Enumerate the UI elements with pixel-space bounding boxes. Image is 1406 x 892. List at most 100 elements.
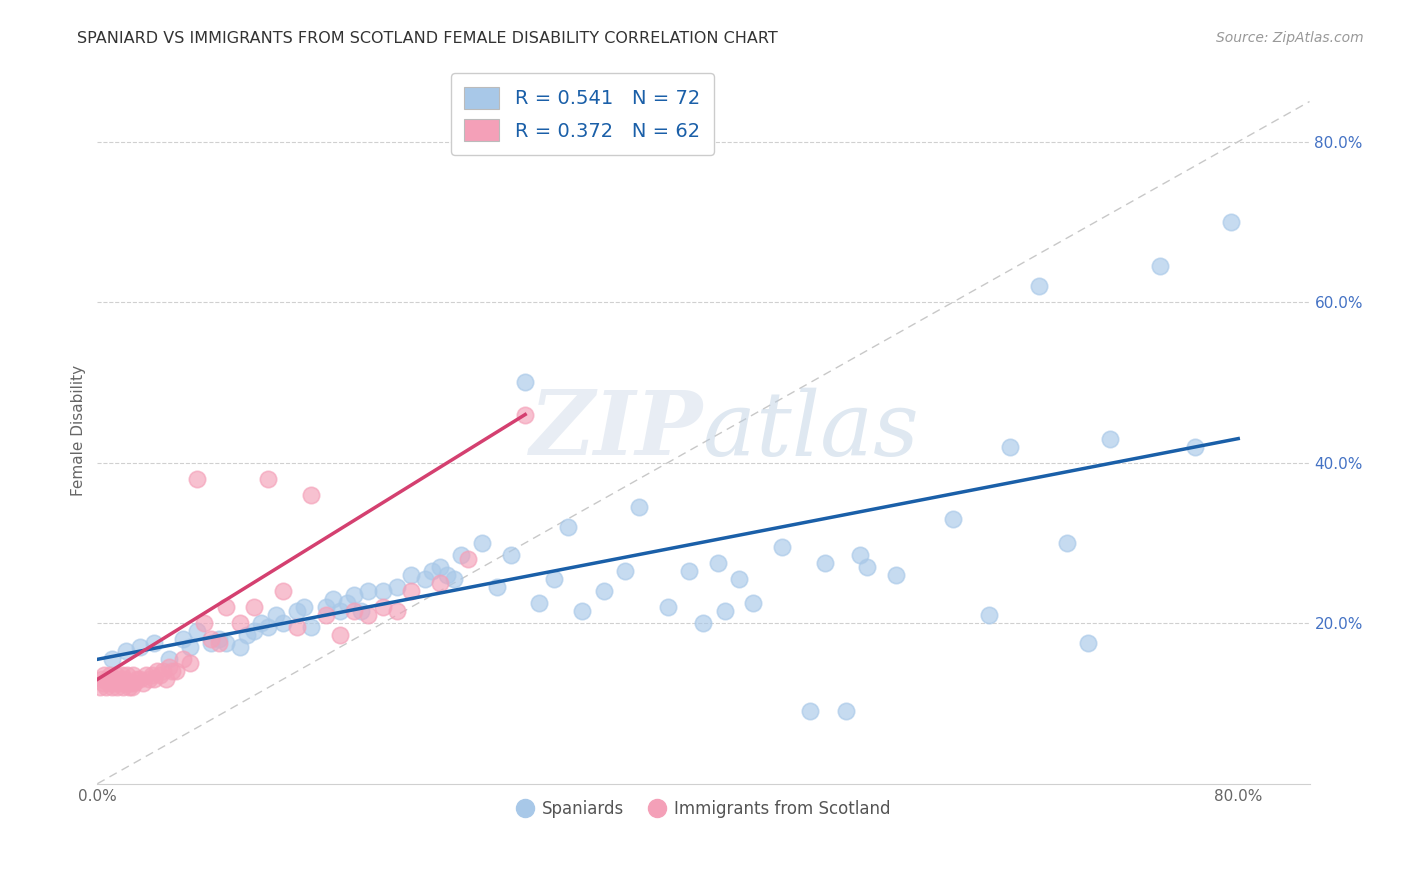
Point: [149, 668, 172, 682]
Point: [160, 665, 183, 679]
Point: [998, 440, 1021, 454]
Point: [1149, 259, 1171, 273]
Point: [127, 673, 149, 687]
Text: ZIP: ZIP: [530, 387, 703, 474]
Point: [172, 632, 194, 647]
Point: [250, 616, 273, 631]
Point: [93, 668, 115, 682]
Point: [1077, 636, 1099, 650]
Point: [628, 500, 651, 514]
Point: [485, 580, 508, 594]
Point: [200, 636, 222, 650]
Point: [835, 705, 858, 719]
Point: [422, 564, 444, 578]
Point: [89, 681, 111, 695]
Point: [236, 628, 259, 642]
Point: [97, 676, 120, 690]
Point: [122, 668, 145, 682]
Point: [515, 408, 537, 422]
Point: [385, 604, 408, 618]
Point: [436, 568, 458, 582]
Point: [117, 668, 139, 682]
Point: [742, 596, 765, 610]
Point: [457, 552, 479, 566]
Point: [91, 676, 114, 690]
Point: [357, 608, 380, 623]
Point: [399, 584, 422, 599]
Point: [557, 520, 579, 534]
Point: [115, 676, 138, 690]
Point: [155, 673, 177, 687]
Point: [692, 616, 714, 631]
Point: [215, 600, 238, 615]
Point: [107, 673, 129, 687]
Point: [706, 556, 728, 570]
Point: [343, 588, 366, 602]
Point: [120, 676, 142, 690]
Y-axis label: Female Disability: Female Disability: [72, 365, 86, 496]
Point: [157, 652, 180, 666]
Point: [884, 568, 907, 582]
Text: atlas: atlas: [703, 387, 920, 474]
Point: [657, 600, 679, 615]
Point: [146, 665, 169, 679]
Point: [371, 584, 394, 599]
Point: [101, 673, 124, 687]
Point: [450, 548, 472, 562]
Point: [515, 376, 537, 390]
Point: [592, 584, 614, 599]
Point: [105, 681, 128, 695]
Point: [132, 676, 155, 690]
Point: [315, 608, 337, 623]
Point: [343, 604, 366, 618]
Point: [499, 548, 522, 562]
Point: [856, 560, 879, 574]
Point: [329, 604, 352, 618]
Point: [186, 624, 208, 639]
Point: [271, 584, 294, 599]
Point: [357, 584, 380, 599]
Point: [257, 620, 280, 634]
Point: [141, 668, 163, 682]
Point: [292, 600, 315, 615]
Point: [179, 657, 201, 671]
Point: [529, 596, 551, 610]
Point: [94, 681, 117, 695]
Point: [385, 580, 408, 594]
Point: [977, 608, 1000, 623]
Legend: Spaniards, Immigrants from Scotland: Spaniards, Immigrants from Scotland: [510, 794, 897, 825]
Point: [110, 668, 132, 682]
Point: [443, 572, 465, 586]
Point: [471, 536, 494, 550]
Point: [98, 668, 121, 682]
Point: [229, 616, 252, 631]
Point: [728, 572, 751, 586]
Point: [1098, 432, 1121, 446]
Point: [543, 572, 565, 586]
Point: [1184, 440, 1206, 454]
Point: [172, 652, 194, 666]
Point: [714, 604, 737, 618]
Point: [200, 632, 222, 647]
Point: [90, 673, 112, 687]
Point: [814, 556, 837, 570]
Point: [186, 472, 208, 486]
Point: [135, 668, 157, 682]
Point: [271, 616, 294, 631]
Point: [229, 640, 252, 655]
Point: [138, 673, 160, 687]
Point: [243, 624, 266, 639]
Point: [285, 604, 308, 618]
Point: [371, 600, 394, 615]
Point: [207, 632, 229, 647]
Point: [299, 488, 322, 502]
Point: [121, 681, 143, 695]
Point: [207, 636, 229, 650]
Point: [157, 660, 180, 674]
Point: [264, 608, 287, 623]
Point: [193, 616, 215, 631]
Point: [96, 673, 118, 687]
Point: [143, 673, 166, 687]
Point: [215, 636, 238, 650]
Point: [152, 665, 174, 679]
